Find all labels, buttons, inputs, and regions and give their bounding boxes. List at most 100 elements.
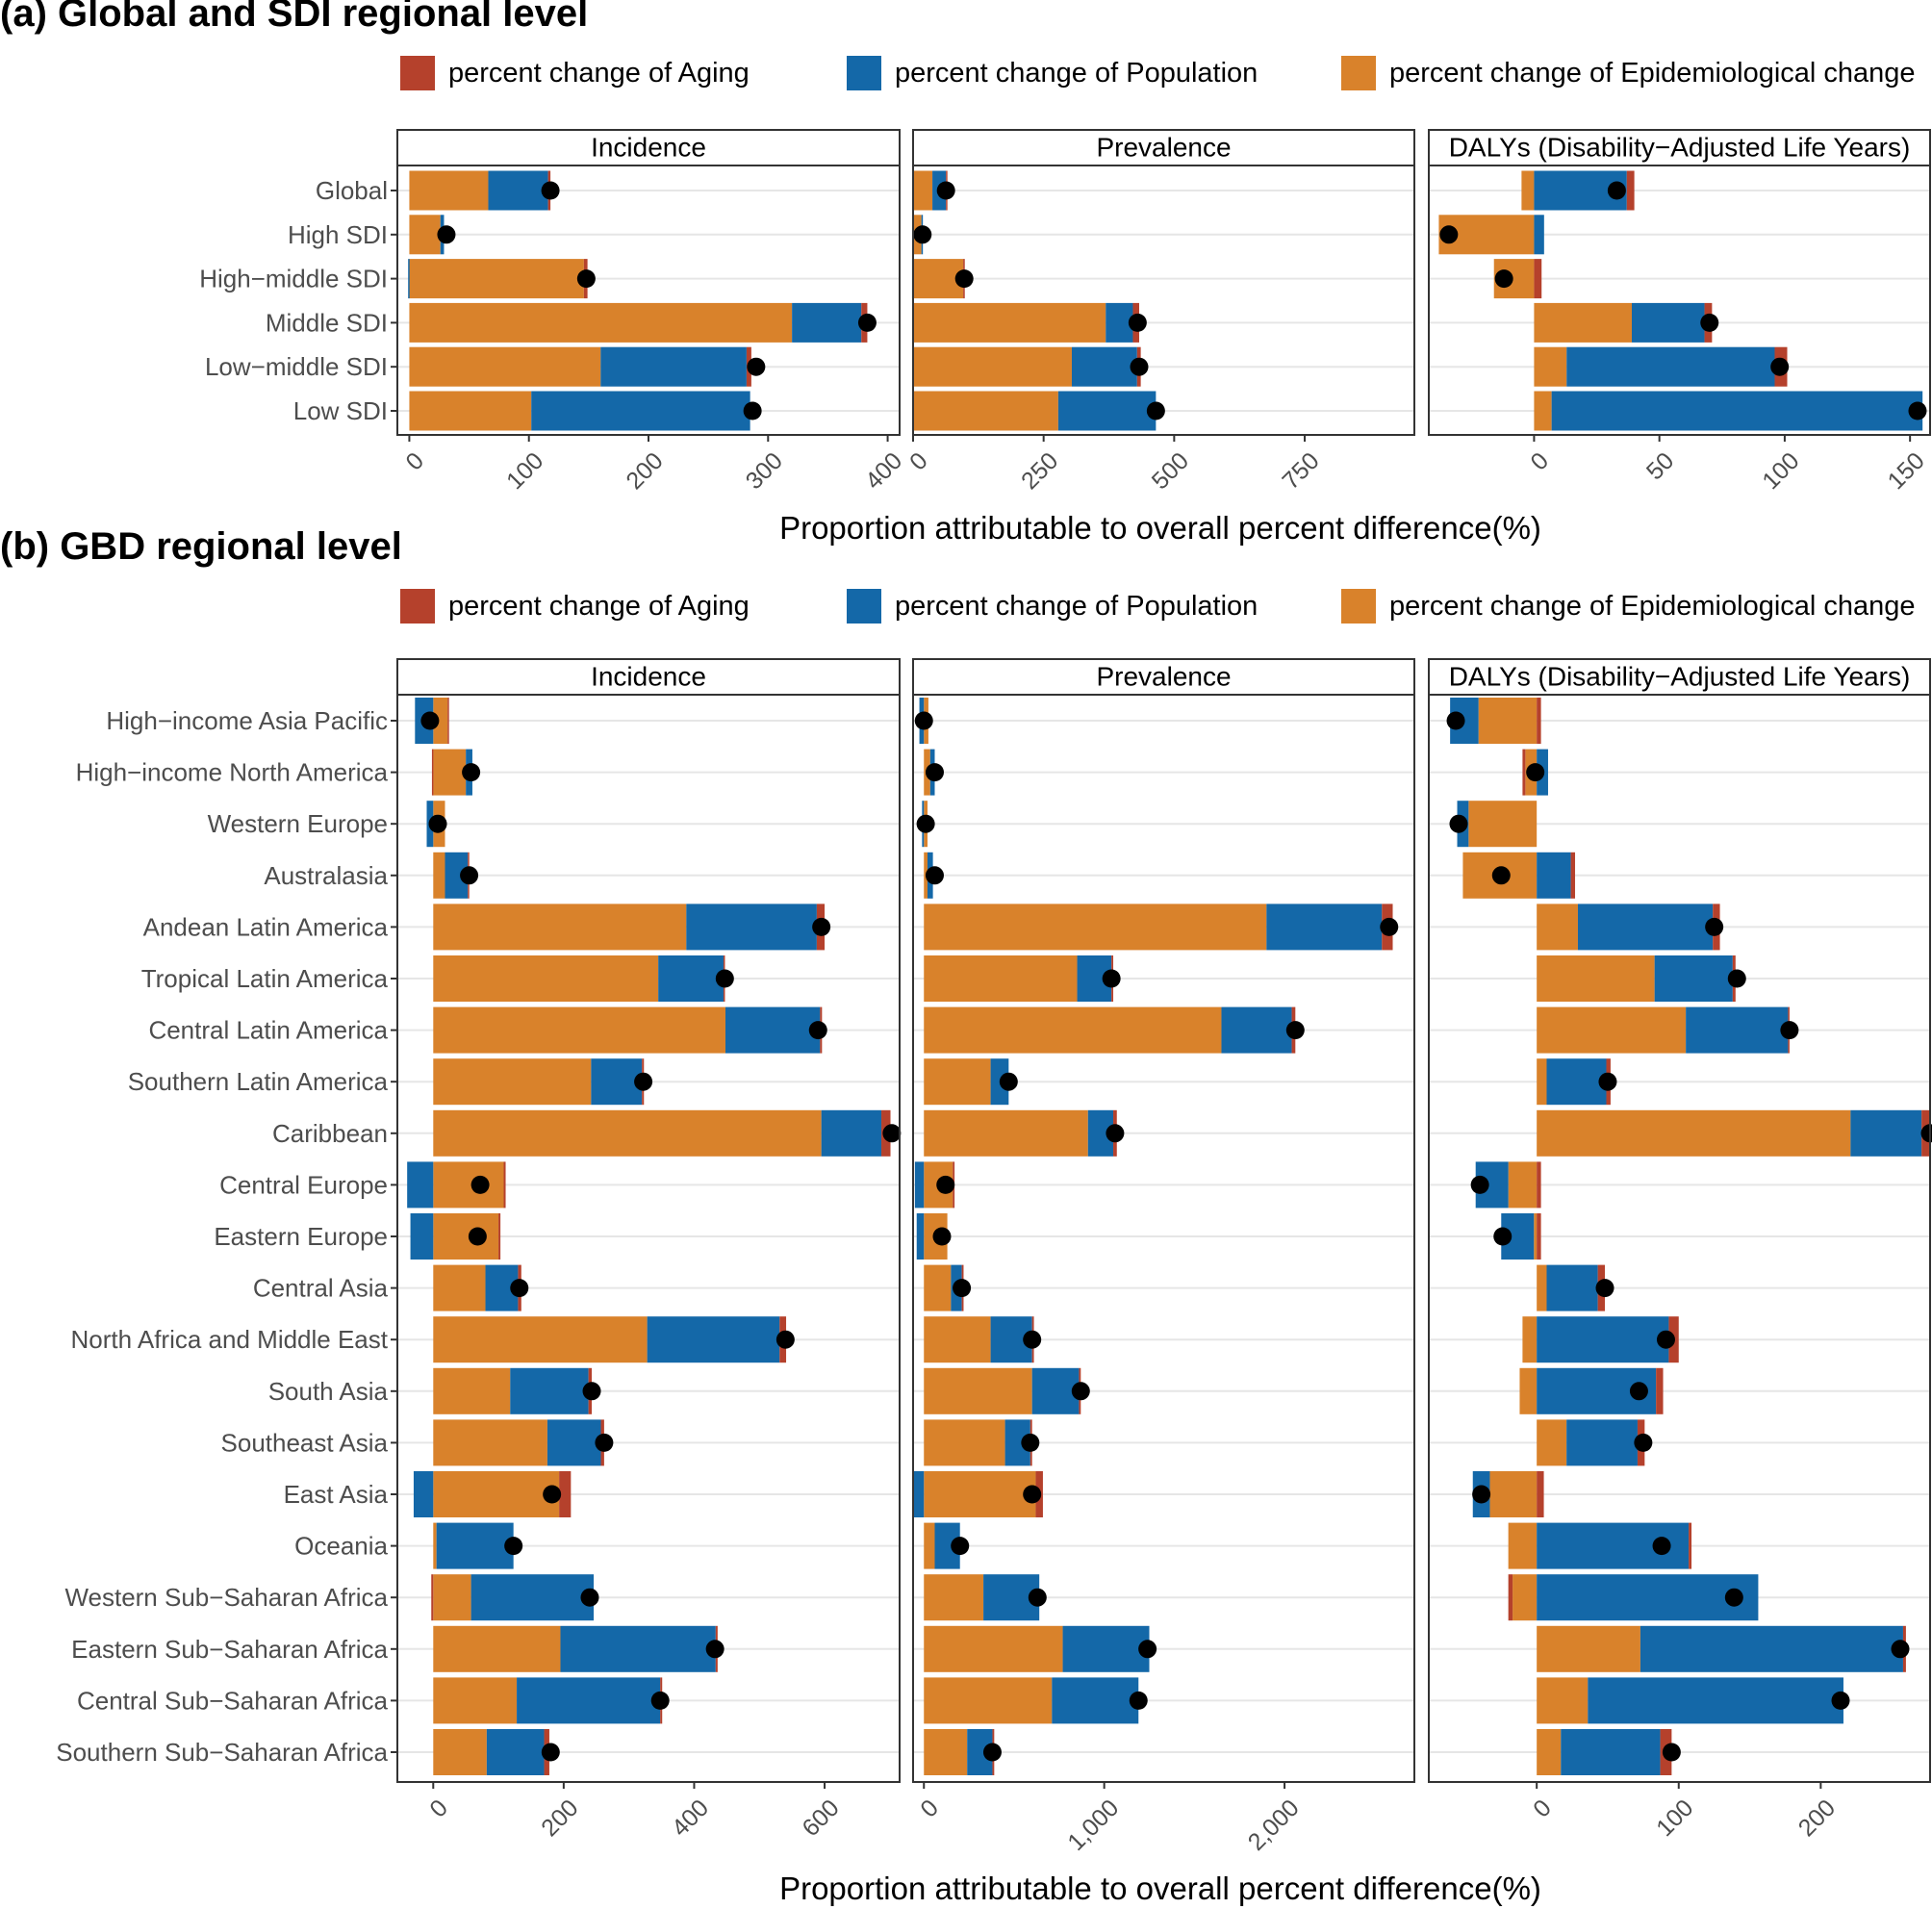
bar-population-low-sdi [531,391,750,431]
total-point-eastern-europe [932,1227,952,1246]
y-label-western-sub-saharan-africa: Western Sub−Saharan Africa [64,1583,388,1612]
total-point-western-sub-saharan-africa [1724,1588,1743,1607]
total-point-low-middle-sdi [747,357,766,376]
legend-label-population: percent change of Population [895,590,1258,622]
bar-epidemiological-central-europe [1508,1161,1538,1209]
bar-population-oceania [436,1522,514,1569]
x-tick-label: 300 [741,447,788,495]
bar-epidemiological-central-europe [433,1161,504,1209]
bar-epidemiological-east-asia [924,1471,1036,1517]
bar-epidemiological-low-sdi [409,391,532,431]
x-tick-label: 2,000 [1243,1794,1305,1856]
bar-population-high-sdi [1534,215,1544,255]
panel-b-title: (b) GBD regional level [0,525,402,568]
bar-epidemiological-low-sdi [913,391,1058,431]
bar-epidemiological-central-latin-america [1537,1006,1687,1054]
total-point-middle-sdi [1128,313,1147,332]
y-label-low-middle-sdi: Low−middle SDI [205,352,388,381]
bar-population-south-asia [1031,1367,1080,1414]
bar-population-central-sub-saharan-africa [1588,1677,1843,1724]
bar-epidemiological-southern-latin-america [924,1058,991,1106]
y-label-east-asia: East Asia [284,1480,389,1509]
bar-population-low-middle-sdi [1071,346,1137,387]
total-point-australasia [925,866,944,885]
bar-population-western-sub-saharan-africa [1537,1574,1759,1621]
x-tick-label: 0 [1525,447,1554,476]
y-label-australasia: Australasia [264,861,388,890]
x-tick-label: 50 [1641,447,1679,485]
bar-population-high-middle-sdi [408,259,410,299]
panel-a-x-axis-title: Proportion attributable to overall perce… [779,510,1541,546]
total-point-central-europe [936,1175,955,1194]
legend-key-epidemiological [1341,56,1376,90]
bar-population-eastern-sub-saharan-africa [560,1625,716,1672]
bar-epidemiological-western-europe [1468,801,1538,848]
total-point-low-sdi [743,401,762,420]
total-point-high-income-north-america [462,763,481,782]
x-tick-label: 0 [424,1794,453,1823]
total-point-middle-sdi [857,313,877,332]
bar-epidemiological-southern-sub-saharan-africa [1537,1729,1562,1775]
total-point-low-sdi [1146,401,1165,420]
x-tick-label: 1,000 [1062,1794,1124,1856]
total-point-southern-latin-america [999,1072,1018,1091]
facet-strip-label: Incidence [591,133,706,163]
bar-epidemiological-high-middle-sdi [409,259,584,299]
y-label-central-latin-america: Central Latin America [148,1016,388,1045]
bar-epidemiological-global [913,170,933,211]
bar-population-southern-sub-saharan-africa [1561,1729,1661,1775]
total-point-southeast-asia [1021,1433,1040,1452]
x-tick-label: 0 [915,1794,944,1823]
total-point-eastern-sub-saharan-africa [705,1640,724,1659]
bar-epidemiological-low-middle-sdi [1534,346,1567,387]
bar-epidemiological-north-africa-and-middle-east [433,1316,648,1363]
bar-epidemiological-eastern-sub-saharan-africa [1537,1625,1640,1672]
bar-population-southern-latin-america [591,1058,643,1106]
legend-label-aging: percent change of Aging [448,590,750,622]
bar-epidemiological-middle-sdi [409,302,793,343]
legend-item-epidemiological: percent change of Epidemiological change [1341,585,1916,627]
total-point-central-latin-america [808,1021,827,1040]
total-point-central-latin-america [1285,1021,1305,1040]
bar-epidemiological-caribbean [1537,1109,1851,1157]
plot-background [1429,165,1930,435]
x-tick-label: 100 [501,447,548,495]
total-point-middle-sdi [1700,313,1719,332]
bar-epidemiological-low-middle-sdi [913,346,1072,387]
facet-strip [396,129,901,166]
total-point-australasia [460,866,479,885]
bar-epidemiological-central-asia [433,1264,486,1311]
total-point-southern-sub-saharan-africa [982,1743,1002,1762]
x-tick-label: 600 [797,1794,844,1842]
bar-epidemiological-east-asia [433,1471,560,1517]
total-point-southern-latin-america [1598,1072,1617,1091]
bar-epidemiological-high-income-asia-pacific [433,698,448,744]
panel-border [396,694,901,1783]
panel-b-x-axis-title: Proportion attributable to overall perce… [779,1871,1541,1906]
total-point-high-sdi [1439,225,1459,244]
bar-population-north-africa-and-middle-east [647,1316,780,1363]
bar-epidemiological-caribbean [924,1109,1088,1157]
total-point-low-middle-sdi [1770,357,1790,376]
bar-epidemiological-western-sub-saharan-africa [1513,1574,1538,1621]
total-point-high-income-asia-pacific [914,711,933,730]
bar-epidemiological-central-sub-saharan-africa [1537,1677,1589,1724]
total-point-central-asia [510,1279,529,1298]
bar-epidemiological-central-asia [1537,1264,1547,1311]
total-point-high-middle-sdi [576,269,596,289]
panel-a-legend: percent change of Aging percent change o… [400,52,1932,94]
total-point-high-income-asia-pacific [1446,711,1465,730]
total-point-central-asia [953,1279,972,1298]
plot-background [397,165,900,435]
bar-population-australasia [445,852,469,899]
facet-b-incidence: Incidence 0 200 400 600 [396,658,902,1842]
bar-epidemiological-oceania [1508,1522,1538,1569]
legend-key-epidemiological [1341,589,1376,624]
total-point-eastern-sub-saharan-africa [1891,1640,1910,1659]
total-point-andean-latin-america [1705,917,1724,936]
bar-population-low-sdi [1057,391,1157,431]
total-point-caribbean [882,1124,902,1143]
x-tick-label: 150 [1883,447,1930,495]
bar-epidemiological-oceania [924,1522,935,1569]
bar-epidemiological-eastern-europe [1534,1213,1538,1260]
